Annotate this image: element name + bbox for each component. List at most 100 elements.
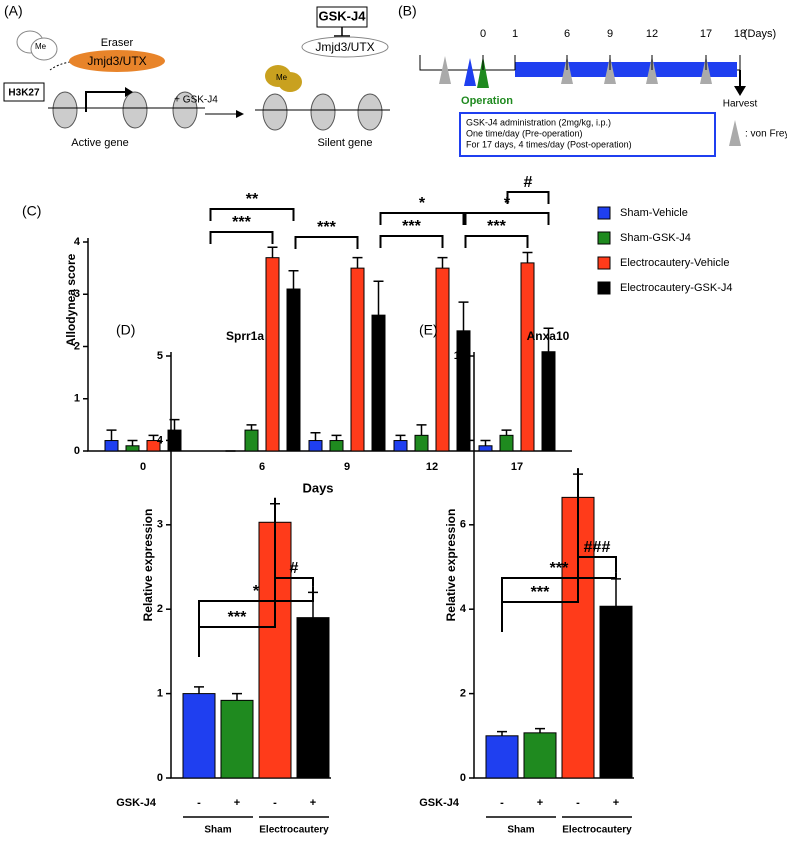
bar	[308, 440, 323, 452]
dotted-arrow	[49, 61, 71, 71]
bar	[350, 267, 365, 452]
error-bar	[522, 251, 533, 263]
bar	[499, 434, 514, 452]
sig-bracket	[379, 212, 465, 225]
test-legend: : von Frey test	[745, 129, 787, 140]
arrow-head	[125, 87, 133, 97]
transcription-arrow	[85, 91, 125, 112]
sig-bracket	[294, 236, 359, 249]
group-label: Sham	[204, 825, 231, 836]
nucleosomes	[52, 91, 383, 131]
legend-swatch	[597, 256, 611, 270]
panel-label: (C)	[22, 203, 41, 219]
y-tick-label: 0	[74, 445, 80, 457]
arrow-head	[734, 86, 746, 96]
methyl-group	[278, 72, 302, 92]
day-label: 17	[700, 28, 712, 40]
bar	[541, 351, 556, 452]
error-bar	[535, 727, 545, 733]
y-tick-label: 6	[460, 519, 466, 531]
panel-a: (A) Me Eraser Jmjd3/UTX H3K27 Active gen…	[3, 3, 390, 149]
bar	[393, 440, 408, 452]
y-tick-label: 0	[460, 772, 466, 784]
error-bar	[331, 434, 342, 441]
me-label: Me	[35, 42, 47, 51]
y-axis-label: Relative expression	[444, 509, 458, 622]
silent-label: Silent gene	[317, 137, 372, 149]
mark-label: H3K27	[8, 88, 40, 99]
error-bar	[373, 280, 384, 316]
x-tick-label: 6	[259, 461, 265, 473]
bar	[520, 262, 535, 452]
bar	[371, 314, 386, 452]
day-label: 9	[607, 28, 613, 40]
row-label: GSK-J4	[419, 797, 460, 809]
error-bar	[437, 256, 448, 269]
legend-label: Electrocautery-GSK-J4	[620, 282, 732, 294]
bar	[125, 445, 140, 452]
bar	[485, 735, 519, 779]
error-bar	[416, 424, 427, 436]
y-tick-label: 2	[460, 688, 466, 700]
y-tick-label: 1	[157, 688, 163, 700]
sig-label: **	[246, 191, 259, 208]
error-bar	[194, 686, 204, 694]
error-bar	[501, 429, 512, 436]
x-tick-label: 12	[426, 461, 438, 473]
legend-swatch	[597, 206, 611, 220]
legend-swatch	[597, 281, 611, 295]
sig-bracket	[577, 556, 617, 573]
legend-label: Electrocautery-Vehicle	[620, 257, 729, 269]
y-tick-label: 8	[460, 434, 466, 446]
x-axis-label: Days	[302, 480, 333, 495]
sig-label: ###	[584, 539, 611, 556]
sig-label: *	[419, 195, 426, 212]
y-tick-label: 10	[454, 350, 466, 362]
sig-label: ***	[402, 218, 421, 235]
day-label: 0	[480, 28, 486, 40]
y-tick-label: 3	[157, 519, 163, 531]
sig-label: #	[524, 174, 533, 191]
error-bar	[267, 246, 278, 258]
x-tick-label: -	[273, 797, 277, 809]
bar	[456, 330, 471, 452]
x-tick-label: -	[576, 797, 580, 809]
bar	[244, 429, 259, 452]
y-tick-label: 3	[74, 288, 80, 300]
group-label: Electrocautery	[562, 825, 632, 836]
bar	[329, 440, 344, 452]
sig-label: *	[253, 583, 260, 600]
bar	[296, 617, 330, 779]
sig-label: ***	[228, 609, 247, 626]
error-bar	[310, 431, 321, 441]
day-label: 12	[646, 28, 658, 40]
me-label: Me	[276, 73, 288, 82]
test-legend-marker	[729, 120, 741, 146]
sig-bracket	[274, 577, 314, 590]
operation-marker	[477, 56, 489, 88]
inhibition	[334, 27, 350, 37]
sig-label: ***	[531, 584, 550, 601]
error-bar	[395, 434, 406, 441]
axis	[87, 238, 572, 452]
x-tick-label: 0	[140, 461, 146, 473]
x-tick-label: -	[500, 797, 504, 809]
harvest-label: Harvest	[723, 99, 758, 110]
y-tick-label: 4	[460, 603, 467, 615]
operation-label: Operation	[461, 95, 513, 107]
panel-label: (E)	[419, 322, 438, 338]
y-axis-label: Relative expression	[141, 509, 155, 622]
sig-label: #	[290, 560, 299, 577]
panel-label: (B)	[398, 3, 417, 19]
sig-bracket	[464, 212, 550, 225]
error-bar	[127, 439, 138, 446]
y-tick-label: 4	[74, 236, 81, 248]
day-label: 1	[512, 28, 518, 40]
x-tick-label: 9	[344, 461, 350, 473]
sig-label: ***	[487, 218, 506, 235]
protocol-line: For 17 days, 4 times/day (Post-operation…	[466, 139, 632, 149]
eraser-label: Eraser	[101, 37, 134, 49]
panel-label: (D)	[116, 322, 135, 338]
arrow-head	[236, 110, 244, 118]
